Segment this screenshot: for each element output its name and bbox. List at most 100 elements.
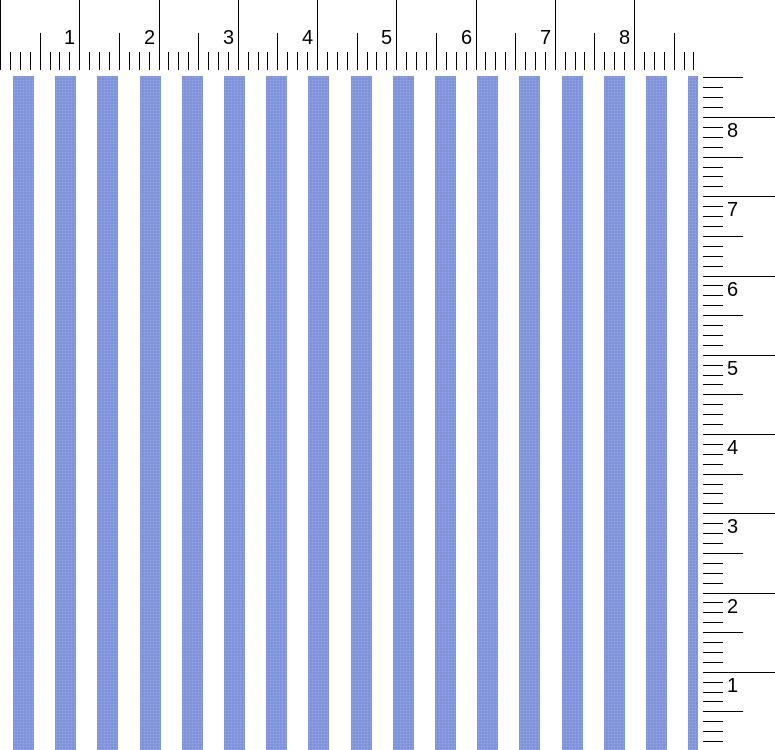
ruler-tick <box>584 52 585 70</box>
ruler-tick <box>307 52 308 70</box>
ruler-tick <box>178 52 179 70</box>
ruler-tick <box>594 33 595 70</box>
fabric-stripe <box>350 76 372 750</box>
ruler-tick <box>505 52 506 70</box>
ruler-tick <box>703 276 775 277</box>
ruler-tick <box>565 52 566 70</box>
ruler-label: 2 <box>727 596 739 618</box>
ruler-tick <box>287 52 288 70</box>
ruler-tick <box>109 52 110 70</box>
ruler-tick <box>703 573 723 574</box>
ruler-tick <box>228 52 229 70</box>
ruler-tick <box>159 0 160 70</box>
ruler-tick <box>703 127 723 128</box>
fabric-stripe <box>603 76 625 750</box>
ruler-tick <box>703 543 723 544</box>
ruler-tick <box>703 563 723 564</box>
ruler-tick <box>703 266 723 267</box>
ruler-tick <box>703 662 723 663</box>
ruler-tick <box>703 236 743 237</box>
ruler-tick <box>575 52 576 70</box>
fabric-stripe <box>561 76 583 750</box>
ruler-tick <box>703 701 723 702</box>
ruler-label: 2 <box>144 27 156 49</box>
ruler-tick <box>703 246 723 247</box>
ruler-label: 5 <box>381 27 393 49</box>
ruler-tick <box>703 77 743 78</box>
ruler-tick <box>674 33 675 70</box>
ruler-tick <box>703 186 723 187</box>
ruler-tick <box>297 52 298 70</box>
fabric-stripe <box>435 76 456 750</box>
fabric-stripe <box>308 76 330 750</box>
ruler-tick <box>258 52 259 70</box>
ruler-tick <box>79 0 80 70</box>
ruler-tick <box>703 107 723 108</box>
ruler-tick <box>703 226 723 227</box>
ruler-tick <box>634 0 635 70</box>
ruler-tick <box>703 741 723 742</box>
ruler-label: 7 <box>540 27 552 49</box>
ruler-tick <box>703 493 723 494</box>
ruler-tick <box>386 52 387 70</box>
ruler-tick <box>10 52 11 70</box>
ruler-tick <box>30 52 31 70</box>
ruler-tick <box>277 33 278 70</box>
ruler-label: 6 <box>461 27 473 49</box>
ruler-tick <box>198 33 199 70</box>
ruler-tick <box>139 52 140 70</box>
ruler-tick <box>684 52 685 70</box>
ruler-tick <box>327 52 328 70</box>
ruler-tick <box>703 295 723 296</box>
ruler-tick <box>703 256 723 257</box>
ruler-tick <box>703 365 723 366</box>
fabric-stripe <box>139 76 161 750</box>
ruler-tick <box>248 52 249 70</box>
ruler-tick <box>396 0 397 70</box>
ruler-tick <box>267 52 268 70</box>
ruler-tick <box>703 503 723 504</box>
ruler-tick <box>703 375 723 376</box>
ruler-tick <box>703 721 723 722</box>
ruler-tick <box>703 196 775 197</box>
fabric-stripe <box>97 76 119 750</box>
ruler-tick <box>476 0 477 70</box>
fabric-preview <box>0 76 698 750</box>
ruler-tick <box>703 394 743 395</box>
ruler-tick <box>703 652 723 653</box>
ruler-tick <box>99 52 100 70</box>
ruler-label: 4 <box>727 437 739 459</box>
fabric-stripe <box>477 76 499 750</box>
ruler-tick <box>624 52 625 70</box>
ruler-tick <box>703 117 775 118</box>
fabric-stripe <box>646 76 667 750</box>
ruler-tick <box>555 0 556 70</box>
ruler-tick <box>703 325 723 326</box>
ruler-tick <box>703 454 723 455</box>
ruler-tick <box>703 642 723 643</box>
ruler-label: 7 <box>727 199 739 221</box>
ruler-tick <box>703 355 775 356</box>
ruler-tick <box>168 52 169 70</box>
ruler-tick <box>367 52 368 70</box>
ruler-label: 8 <box>727 120 739 142</box>
ruler-tick <box>703 553 743 554</box>
ruler-tick <box>357 33 358 70</box>
ruler-label: 1 <box>64 27 76 49</box>
ruler-tick <box>703 533 723 534</box>
ruler-tick <box>545 52 546 70</box>
ruler-tick <box>416 52 417 70</box>
ruler-tick <box>317 0 318 70</box>
ruler-tick <box>703 315 743 316</box>
ruler-tick <box>703 583 723 584</box>
ruler-tick <box>129 52 130 70</box>
ruler-tick <box>664 52 665 70</box>
ruler-tick <box>703 682 723 683</box>
ruler-tick <box>703 176 723 177</box>
ruler-tick <box>703 345 723 346</box>
ruler-tick <box>703 285 723 286</box>
ruler-tick <box>703 474 743 475</box>
ruler-tick <box>376 52 377 70</box>
ruler-tick <box>456 52 457 70</box>
ruler-tick <box>50 52 51 70</box>
